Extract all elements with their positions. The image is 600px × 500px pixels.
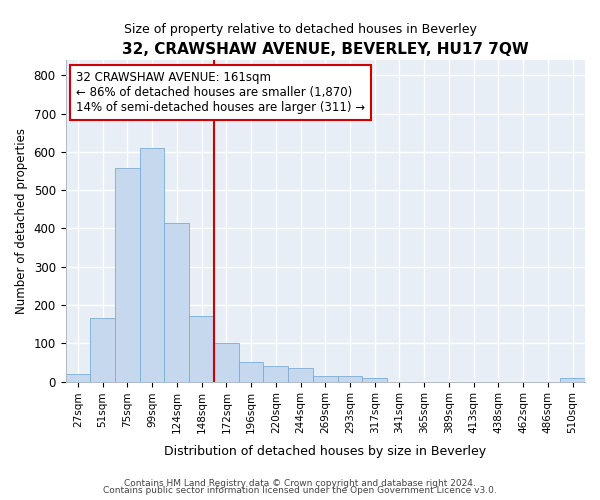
Bar — [189, 316, 214, 382]
Bar — [362, 378, 387, 382]
Bar — [239, 362, 263, 382]
Y-axis label: Number of detached properties: Number of detached properties — [15, 128, 28, 314]
Bar — [560, 378, 585, 382]
Bar — [214, 344, 239, 382]
Text: Contains HM Land Registry data © Crown copyright and database right 2024.: Contains HM Land Registry data © Crown c… — [124, 478, 476, 488]
Title: 32, CRAWSHAW AVENUE, BEVERLEY, HU17 7QW: 32, CRAWSHAW AVENUE, BEVERLEY, HU17 7QW — [122, 42, 529, 58]
Bar — [90, 318, 115, 382]
Text: Size of property relative to detached houses in Beverley: Size of property relative to detached ho… — [124, 22, 476, 36]
Text: Contains public sector information licensed under the Open Government Licence v3: Contains public sector information licen… — [103, 486, 497, 495]
Bar — [338, 376, 362, 382]
Bar — [115, 168, 140, 382]
Text: 32 CRAWSHAW AVENUE: 161sqm
← 86% of detached houses are smaller (1,870)
14% of s: 32 CRAWSHAW AVENUE: 161sqm ← 86% of deta… — [76, 72, 365, 114]
Bar — [313, 376, 338, 382]
Bar — [140, 148, 164, 382]
Bar — [288, 368, 313, 382]
Bar — [263, 366, 288, 382]
X-axis label: Distribution of detached houses by size in Beverley: Distribution of detached houses by size … — [164, 444, 487, 458]
Bar — [164, 222, 189, 382]
Bar — [65, 374, 90, 382]
